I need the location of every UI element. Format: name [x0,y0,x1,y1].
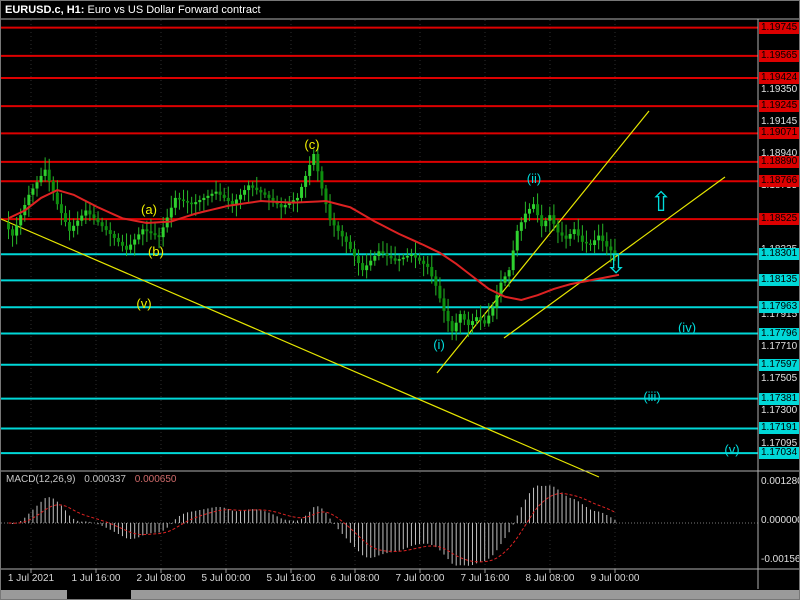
time-axis-label: 9 Jul 00:00 [590,573,640,584]
support-lines[interactable] [1,253,758,455]
price-axis-label: 1.17710 [761,341,798,352]
trendline[interactable] [1,218,600,478]
day-separators [30,20,616,573]
wave-label[interactable]: (a) [141,202,157,217]
resistance-price-label: 1.19245 [759,100,799,113]
wave-label[interactable]: (b) [148,244,164,259]
time-axis-label: 5 Jul 00:00 [201,573,251,584]
scrollbar-track-notch[interactable] [67,590,131,599]
time-axis-label: 2 Jul 08:00 [136,573,186,584]
time-axis-label: 5 Jul 16:00 [266,573,316,584]
macd-histogram-value: 0.000337 [84,474,126,485]
up-arrow-icon[interactable]: ⇧ [649,187,673,217]
ma-line[interactable] [8,189,620,301]
wave-label[interactable]: (ii) [526,171,542,186]
horizontal-scrollbar[interactable] [1,590,799,599]
support-price-label: 1.17963 [759,301,799,314]
time-axis-label: 1 Jul 16:00 [71,573,121,584]
moving-average-line[interactable] [8,189,620,301]
down-arrow-icon[interactable]: ⇩ [604,249,628,279]
macd-name: MACD(12,26,9) [6,474,76,485]
support-price-label: 1.17034 [759,447,799,460]
time-axis-label: 6 Jul 08:00 [330,573,380,584]
time-axis-label: 7 Jul 00:00 [395,573,445,584]
wave-label[interactable]: (iv) [677,320,697,335]
support-price-label: 1.17597 [759,358,799,371]
time-axis-label: 1 Jul 2021 [7,573,55,584]
resistance-lines[interactable] [1,26,758,221]
macd-axis-max: 0.001280 [761,476,800,487]
support-price-label: 1.18135 [759,274,799,287]
macd-axis-zero: 0.000000 [761,515,800,526]
trendlines[interactable] [1,110,726,478]
macd-signal [8,492,616,563]
wave-label[interactable]: (iii) [643,389,661,404]
macd-axis-min: -0.001566 [761,554,800,565]
wave-label[interactable]: (c) [304,137,320,152]
candles [7,144,617,341]
time-axis-label: 7 Jul 16:00 [460,573,510,584]
support-price-label: 1.17191 [759,422,799,435]
symbol-description: Euro vs US Dollar Forward contract [87,4,261,16]
resistance-price-label: 1.19745 [759,21,799,34]
resistance-price-label: 1.19071 [759,127,799,140]
resistance-price-label: 1.19424 [759,72,799,84]
wave-label[interactable]: (v) [724,442,740,457]
support-price-label: 1.17796 [759,327,799,340]
frame [1,18,799,589]
price-axis-label: 1.17915 [761,308,798,320]
resistance-price-label: 1.18525 [759,213,799,226]
support-price-label: 1.18301 [759,248,799,261]
resistance-price-label: 1.18766 [759,175,799,188]
price-axis-label: 1.18940 [761,147,798,159]
price-axis-label: 1.17095 [761,437,798,449]
macd-indicator-label: MACD(12,26,9) 0.000337 0.000650 [6,474,176,485]
price-axis-label: 1.17505 [761,373,798,385]
price-axis-label: 1.17300 [761,405,798,417]
resistance-price-label: 1.19565 [759,49,799,62]
macd-signal-line [8,492,616,563]
wave-label[interactable]: (i) [433,337,445,352]
symbol-timeframe-label: EURUSD.c, H1: [5,4,85,16]
price-axis-label: 1.19350 [761,83,798,95]
resistance-price-label: 1.18890 [759,155,799,168]
macd-signal-value: 0.000650 [134,474,177,485]
support-price-label: 1.17381 [759,392,799,405]
time-axis-label: 8 Jul 08:00 [525,573,575,584]
chart-title: EURUSD.c, H1: Euro vs US Dollar Forward … [5,4,261,16]
wave-label[interactable]: (v) [136,296,152,311]
price-axis-label: 1.19145 [761,115,798,127]
macd-histogram [12,485,616,566]
